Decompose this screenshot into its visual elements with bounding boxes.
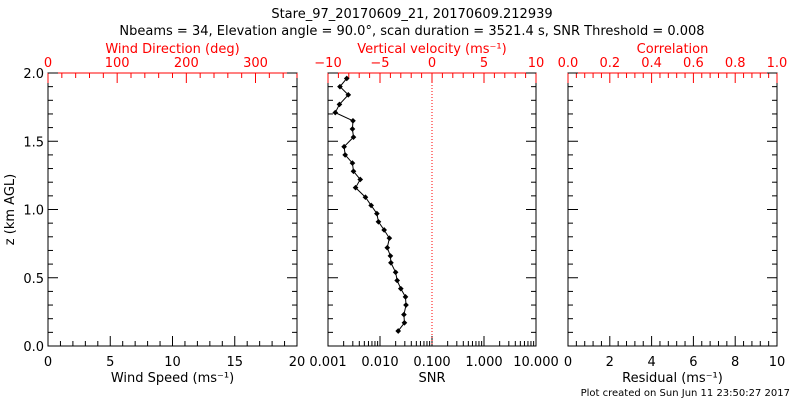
x-tick-label: 5 [106, 355, 114, 370]
data-point [384, 244, 391, 251]
data-point [342, 152, 348, 158]
x-tick-label: 10.000 [513, 355, 559, 370]
panel-right: 0 2 4 6 8 10 Residual (ms⁻¹) 0.0 0.2 0.4 0.6 0.8 1.0… [558, 42, 788, 386]
data-point [352, 184, 359, 191]
plot-subtitle: Nbeams = 34, Elevation angle = 90.0°, sc… [119, 24, 704, 39]
top-tick-label: 300 [243, 56, 268, 71]
data-point [350, 168, 357, 175]
data-point [345, 92, 352, 98]
data-point [349, 126, 356, 132]
top-axis-label: Correlation [637, 42, 709, 57]
data-point [387, 253, 394, 259]
data-point [350, 117, 356, 124]
x-tick-label: 15 [226, 355, 243, 370]
y-tick-label: 0.0 [23, 340, 44, 355]
x-tick-label: 2 [606, 355, 614, 370]
top-tick-label: 1.0 [767, 56, 788, 71]
data-point [395, 328, 402, 334]
x-tick-label: 1.000 [465, 355, 502, 370]
data-point [397, 285, 404, 292]
data-point [392, 269, 399, 276]
data-point [362, 194, 369, 201]
data-point [357, 176, 364, 183]
top-axis-label: Wind Direction (deg) [105, 42, 239, 57]
x-tick-label: 20 [289, 355, 306, 370]
top-tick-label: 100 [105, 56, 130, 71]
top-tick-label: 0 [44, 56, 52, 71]
top-tick-label: 10 [528, 56, 545, 71]
x-axis-label: Residual (ms⁻¹) [622, 371, 723, 386]
data-point [343, 75, 350, 82]
top-tick-label: 5 [480, 56, 488, 71]
data-point [394, 277, 400, 284]
x-tick-label: 0.001 [309, 355, 346, 370]
panel-frame [327, 72, 537, 347]
y-axis-label: z (km AGL) [3, 174, 18, 245]
plot-title: Stare_97_20170609_21, 20170609.212939 [271, 7, 552, 22]
top-tick-label: −5 [370, 56, 389, 71]
x-tick-label: 6 [689, 355, 697, 370]
x-tick-label: 10 [164, 355, 181, 370]
data-point [374, 210, 380, 217]
top-axis-label: Vertical velocity (ms⁻¹) [357, 42, 506, 57]
top-tick-label: 0.0 [558, 56, 579, 71]
data-point [386, 235, 393, 241]
top-tick-label: −10 [314, 56, 341, 71]
y-tick-label: 1.0 [23, 204, 44, 219]
y-tick-label: 2.0 [23, 67, 44, 82]
data-point [401, 319, 408, 326]
data-point [332, 109, 339, 116]
y-tick-label: 1.5 [23, 135, 44, 150]
top-tick-label: 0.2 [599, 56, 620, 71]
panel-frame [567, 72, 778, 347]
x-tick-label: 0.100 [413, 355, 450, 370]
x-tick-label: 0 [564, 355, 572, 370]
data-point [381, 227, 387, 233]
top-tick-label: 0.8 [725, 56, 746, 71]
x-tick-label: 0 [44, 355, 52, 370]
data-point [403, 302, 409, 308]
data-point [388, 259, 394, 266]
top-tick-label: 0 [428, 56, 436, 71]
data-point [337, 83, 343, 90]
data-point [336, 101, 343, 108]
top-tick-label: 0.4 [641, 56, 662, 71]
data-point [341, 143, 347, 150]
panel-frame [47, 72, 298, 347]
x-tick-label: 8 [731, 355, 739, 370]
panel-middle: 0.001 0.010 0.100 1.000 10.000 SNR −10 −5 0 5 10 Ve… [309, 42, 558, 386]
data-point [350, 134, 357, 140]
data-point [401, 311, 407, 318]
top-tick-label: 0.6 [683, 56, 704, 71]
data-point [375, 218, 382, 225]
data-point [402, 294, 409, 300]
y-tick-label: 0.5 [23, 272, 44, 287]
data-point [349, 160, 356, 166]
x-tick-label: 0.010 [361, 355, 398, 370]
panel-left: 0 5 10 15 20 Wind Speed (ms⁻¹) 0 100 200 300 Wind … [3, 42, 305, 386]
data-point [368, 202, 374, 209]
x-tick-label: 4 [647, 355, 655, 370]
x-tick-label: 10 [769, 355, 786, 370]
top-tick-label: 200 [174, 56, 199, 71]
x-axis-label: Wind Speed (ms⁻¹) [111, 371, 234, 386]
footer-timestamp: Plot created on Sun Jun 11 23:50:27 2017 [581, 388, 790, 399]
x-axis-label: SNR [418, 371, 445, 386]
